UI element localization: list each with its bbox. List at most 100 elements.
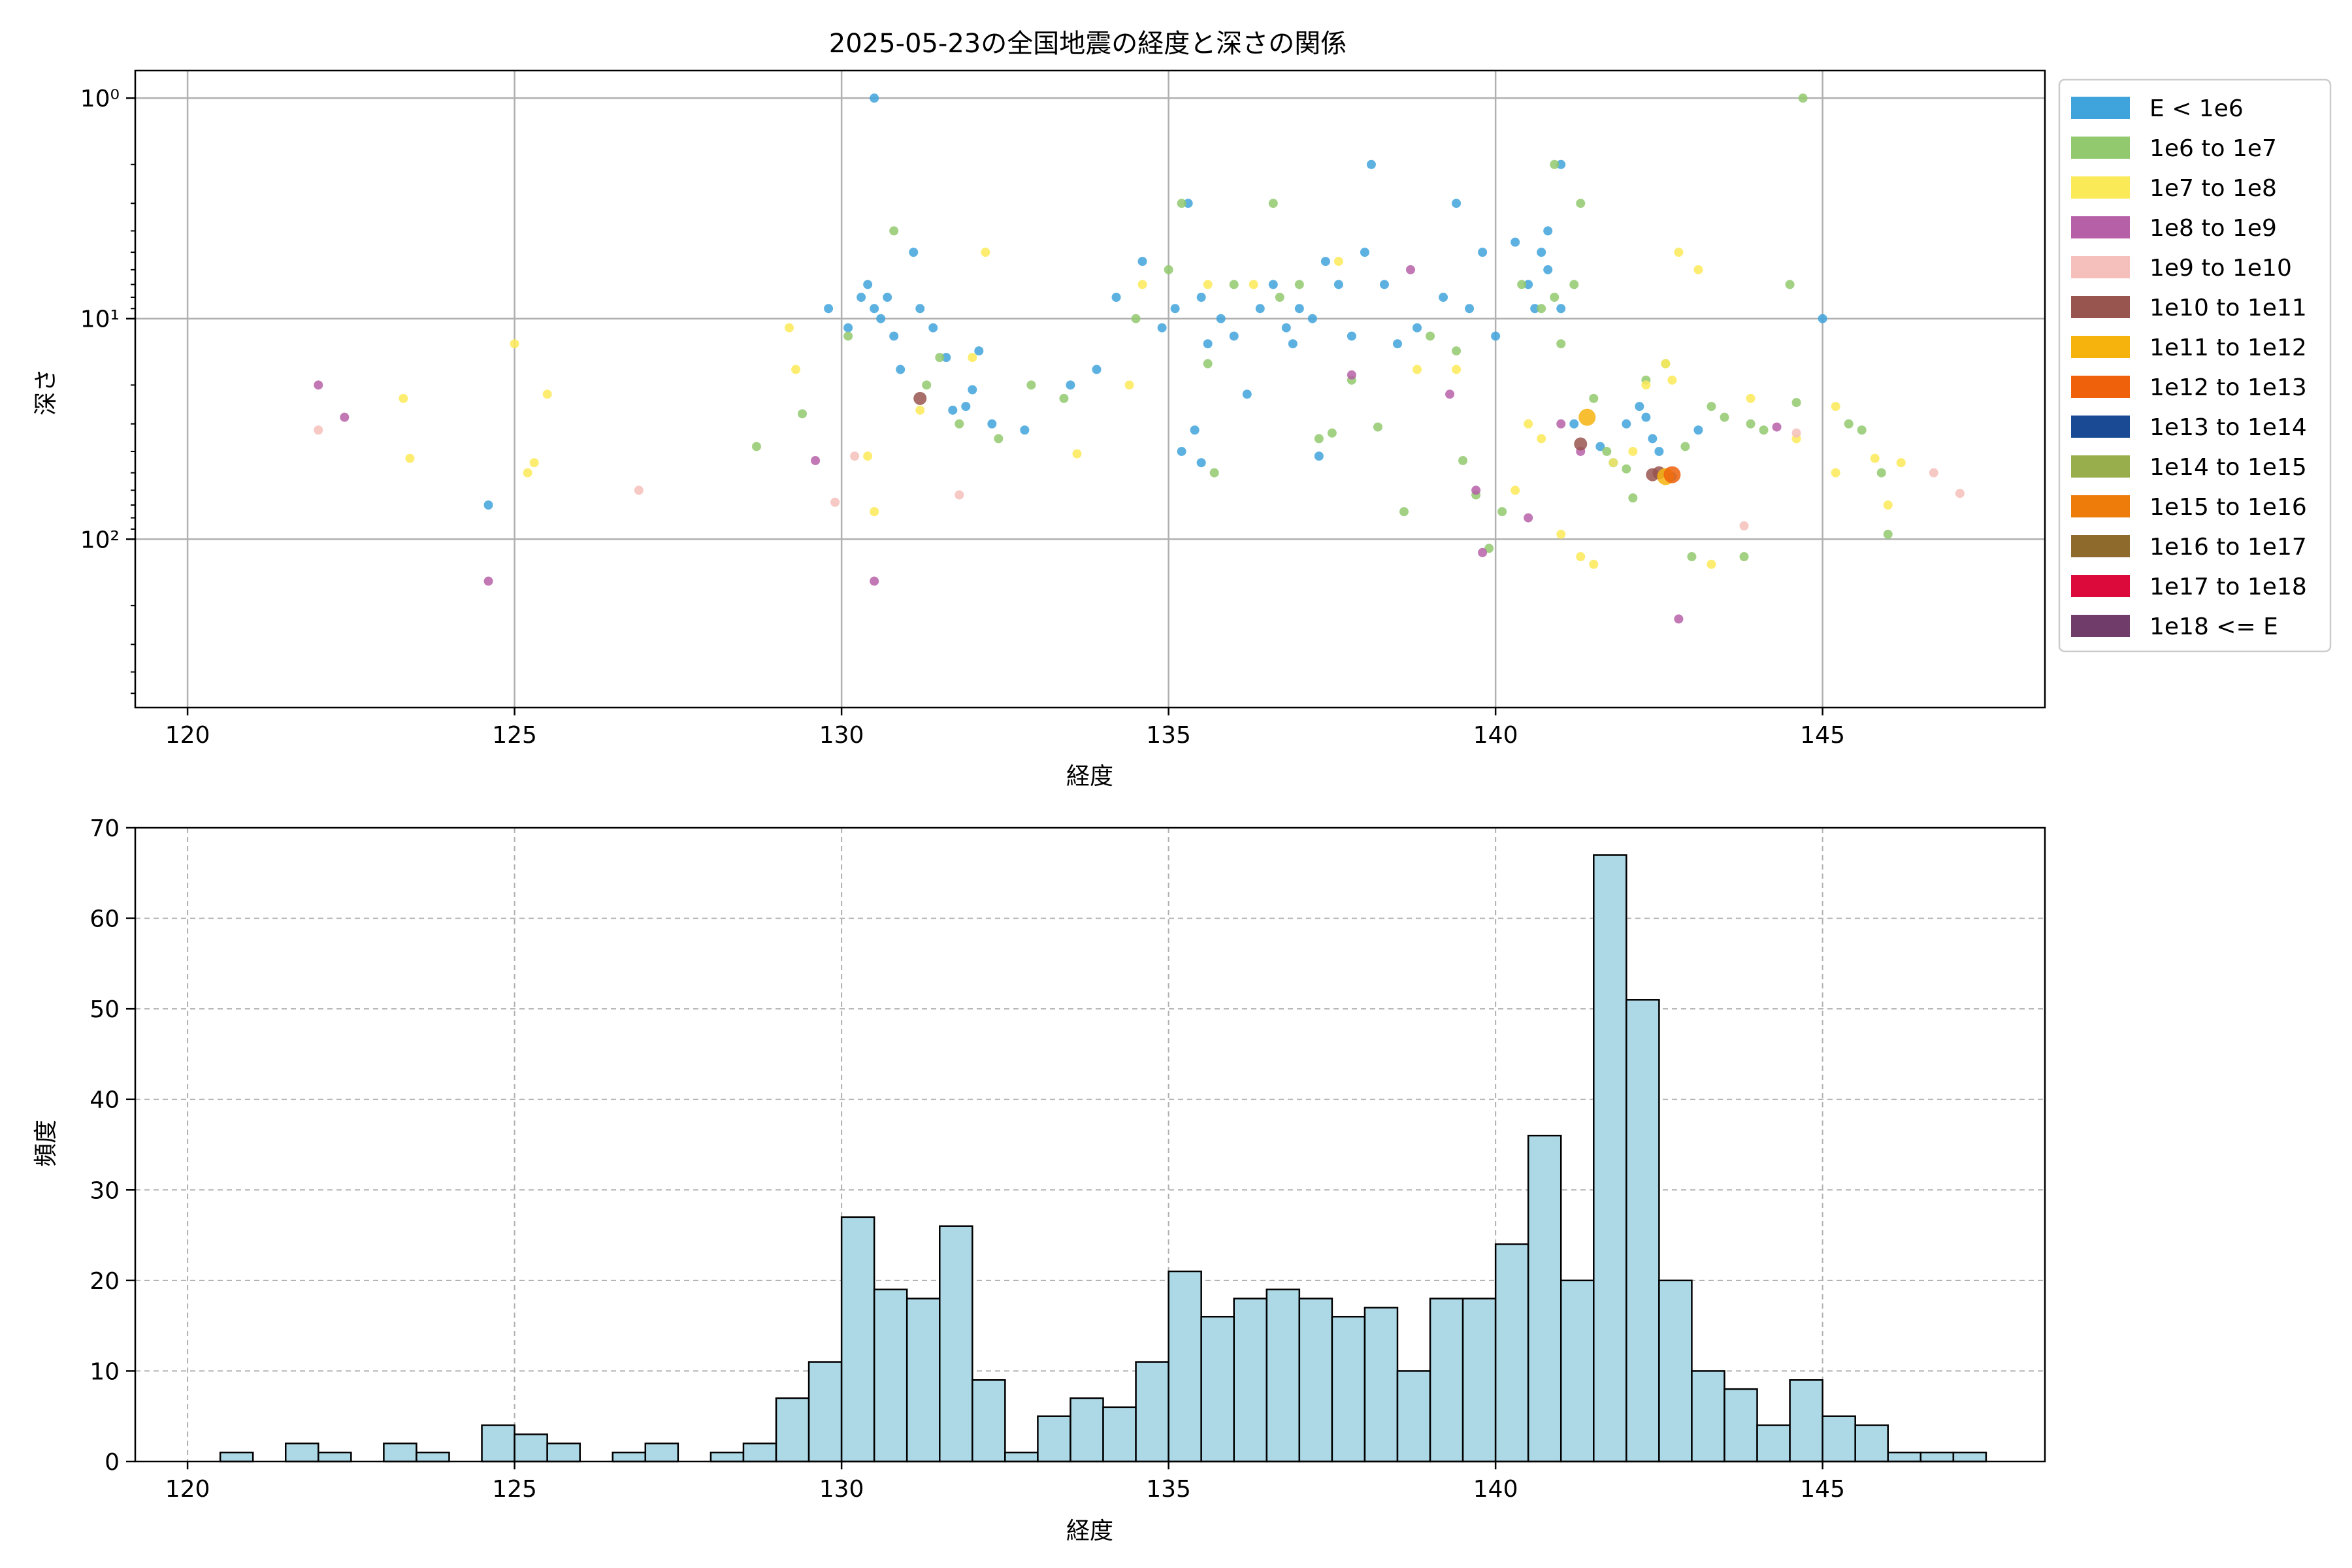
scatter-point bbox=[1242, 389, 1252, 399]
scatter-point bbox=[1550, 293, 1560, 302]
scatter-point bbox=[1720, 412, 1729, 422]
scatter-point bbox=[1399, 507, 1409, 517]
legend-swatch bbox=[2071, 376, 2130, 398]
histogram-bar bbox=[546, 1443, 581, 1463]
legend-label: 1e13 to 1e14 bbox=[2149, 414, 2307, 441]
scatter-point bbox=[1229, 280, 1239, 289]
histogram-y-tick-label: 70 bbox=[90, 815, 120, 842]
histogram-bar bbox=[644, 1443, 679, 1463]
histogram-y-tick-label: 50 bbox=[90, 996, 120, 1023]
scatter-point bbox=[1333, 257, 1343, 267]
scatter-point bbox=[1392, 339, 1402, 349]
scatter-point bbox=[1896, 458, 1906, 468]
scatter-point bbox=[1537, 248, 1546, 257]
histogram-bar bbox=[1625, 999, 1660, 1463]
legend-label: 1e8 to 1e9 bbox=[2149, 215, 2277, 242]
scatter-point bbox=[1439, 293, 1448, 302]
scatter-point bbox=[1576, 552, 1586, 562]
scatter-point bbox=[1556, 529, 1566, 539]
scatter-point bbox=[1026, 380, 1036, 390]
scatter-point bbox=[1413, 365, 1422, 374]
scatter-point bbox=[1333, 280, 1343, 289]
scatter-point bbox=[1209, 468, 1219, 478]
scatter-point bbox=[1196, 458, 1206, 468]
legend-swatch bbox=[2071, 296, 2130, 318]
scatter-point bbox=[1661, 359, 1671, 368]
scatter-point bbox=[1190, 425, 1200, 435]
scatter-point bbox=[785, 323, 794, 333]
scatter-point bbox=[1556, 159, 1566, 169]
scatter-point bbox=[1609, 458, 1618, 468]
histogram-bar bbox=[1298, 1298, 1333, 1463]
scatter-point bbox=[1857, 425, 1867, 435]
histogram-bar bbox=[1331, 1316, 1366, 1463]
scatter-point bbox=[634, 485, 644, 495]
histogram-bar bbox=[219, 1451, 254, 1463]
scatter-point bbox=[1314, 434, 1324, 444]
scatter-y-ticks: 10⁰ 10¹ 10² bbox=[80, 86, 135, 694]
histogram-y-tick-label: 20 bbox=[90, 1268, 120, 1295]
histogram-bar bbox=[1168, 1270, 1202, 1463]
legend-frame bbox=[2058, 78, 2332, 653]
scatter-point bbox=[1183, 199, 1193, 208]
legend-label: 1e12 to 1e13 bbox=[2149, 374, 2307, 401]
scatter-point bbox=[1628, 446, 1638, 456]
scatter-point bbox=[1530, 304, 1540, 314]
histogram-bar bbox=[1396, 1370, 1431, 1463]
scatter-point bbox=[1641, 412, 1651, 422]
scatter-point bbox=[483, 576, 493, 586]
scatter-point bbox=[1072, 449, 1082, 459]
legend-label: 1e11 to 1e12 bbox=[2149, 335, 2307, 361]
scatter-point bbox=[1556, 419, 1566, 429]
histogram-y-tick-label: 60 bbox=[90, 906, 120, 933]
scatter-point bbox=[1347, 331, 1356, 341]
scatter-point bbox=[870, 304, 879, 314]
scatter-axes-frame bbox=[134, 69, 2046, 709]
scatter-point bbox=[542, 389, 552, 399]
histogram-bar bbox=[1789, 1379, 1823, 1463]
scatter-point bbox=[1137, 280, 1147, 289]
histogram-bar bbox=[1691, 1370, 1725, 1463]
scatter-point bbox=[811, 455, 821, 465]
histogram-bar bbox=[1756, 1424, 1791, 1463]
scatter-point bbox=[1537, 304, 1546, 314]
scatter-point bbox=[830, 497, 840, 507]
histogram-y-tick-label: 0 bbox=[105, 1449, 120, 1476]
scatter-point bbox=[1576, 199, 1586, 208]
legend-label: 1e16 to 1e17 bbox=[2149, 534, 2307, 561]
scatter-point bbox=[1452, 365, 1462, 374]
histogram-bar bbox=[1364, 1307, 1399, 1463]
scatter-x-axis-label: 経度 bbox=[1066, 763, 1113, 790]
scatter-point bbox=[1876, 468, 1886, 478]
scatter-point bbox=[913, 391, 927, 405]
scatter-point bbox=[1739, 552, 1749, 562]
scatter-point bbox=[1798, 93, 1808, 103]
scatter-point bbox=[1452, 346, 1462, 356]
scatter-point bbox=[1249, 280, 1258, 289]
scatter-point bbox=[1452, 199, 1462, 208]
histogram-bar bbox=[1887, 1451, 1922, 1463]
scatter-point bbox=[955, 490, 964, 500]
scatter-point bbox=[1092, 365, 1102, 374]
scatter-point bbox=[1663, 466, 1681, 483]
scatter-point bbox=[1491, 331, 1501, 341]
scatter-point bbox=[1707, 402, 1716, 412]
histogram-bar bbox=[710, 1451, 745, 1463]
scatter-point bbox=[1707, 559, 1716, 569]
scatter-point bbox=[1622, 419, 1631, 429]
scatter-x-ticks: 120 125 130 135 140 145 bbox=[165, 708, 1845, 749]
scatter-point bbox=[399, 393, 408, 403]
scatter-point bbox=[1674, 614, 1684, 624]
scatter-point bbox=[1648, 434, 1658, 444]
scatter-point bbox=[523, 468, 532, 478]
scatter-point bbox=[1020, 425, 1030, 435]
histogram-bar bbox=[318, 1451, 352, 1463]
scatter-y-axis-label: 深さ bbox=[33, 368, 59, 416]
histogram-x-ticks: 120 125 130 135 140 145 bbox=[165, 1462, 1845, 1503]
scatter-x-tick-label: 120 bbox=[165, 722, 210, 749]
scatter-point bbox=[1347, 370, 1356, 380]
scatter-point bbox=[529, 458, 539, 468]
scatter-point bbox=[1746, 419, 1756, 429]
scatter-point bbox=[1177, 199, 1186, 208]
scatter-point bbox=[994, 434, 1004, 444]
